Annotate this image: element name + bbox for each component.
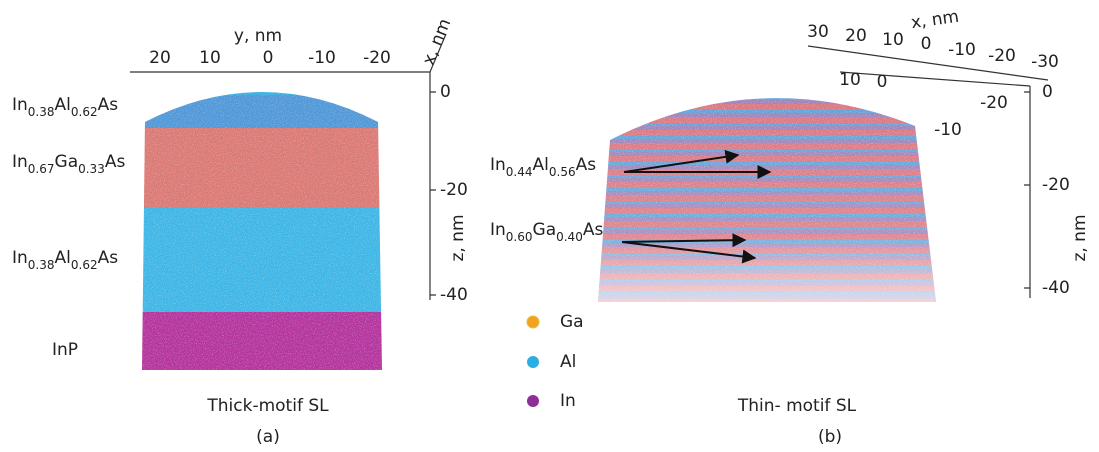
legend-marker xyxy=(527,316,539,328)
sample-a xyxy=(130,60,390,372)
layer-label: InP xyxy=(52,340,78,360)
layer-label: In0.67Ga0.33As xyxy=(12,152,125,176)
layer-label: In0.38Al0.62As xyxy=(12,95,118,119)
formula-part: 0.62 xyxy=(71,105,98,119)
z-ticks-a xyxy=(430,92,436,295)
formula-part: 0.62 xyxy=(71,258,98,272)
formula-part: In xyxy=(12,248,28,268)
axis-label: y, nm xyxy=(234,26,282,46)
panel-label: (a) xyxy=(256,427,280,447)
tick-label: -10 xyxy=(934,120,962,140)
caption: Thin- motif SL xyxy=(737,396,857,416)
tick-label: 0 xyxy=(263,48,274,68)
tick-label: -20 xyxy=(440,180,468,200)
legend-marker xyxy=(527,356,539,368)
formula-part: Al xyxy=(533,155,549,175)
formula-part: 0.44 xyxy=(506,165,533,179)
axis-label: z, nm xyxy=(1070,214,1090,261)
axis-label: z, nm xyxy=(448,214,468,261)
sample-b xyxy=(590,60,950,310)
formula-part: 0.40 xyxy=(556,230,583,244)
legend-label: Al xyxy=(560,352,576,372)
tick-label: -10 xyxy=(948,40,976,60)
formula-part: 0.38 xyxy=(28,258,55,272)
layer-label: In0.60Ga0.40As xyxy=(490,220,603,244)
formula-part: 0.60 xyxy=(506,230,533,244)
axis-label: x, nm xyxy=(419,16,456,68)
tick-label: 0 xyxy=(440,82,451,102)
axis-label: x, nm xyxy=(910,7,961,34)
tick-label: -20 xyxy=(1042,175,1070,195)
tick-label: 0 xyxy=(1042,82,1053,102)
panel-label: (b) xyxy=(818,427,842,447)
formula-part: In xyxy=(490,220,506,240)
formula-part: In xyxy=(490,155,506,175)
layer-label: In0.38Al0.62As xyxy=(12,248,118,272)
figure: y, nm x, nm z, nm Thick-motif SL (a) x, … xyxy=(0,0,1099,452)
legend-marker xyxy=(527,395,539,407)
formula-part: In xyxy=(12,152,28,172)
formula-part: As xyxy=(98,95,119,115)
formula-part: In xyxy=(12,95,28,115)
formula-part: As xyxy=(576,155,597,175)
formula-part: As xyxy=(583,220,604,240)
formula-part: 0.67 xyxy=(28,162,55,176)
tick-label: -40 xyxy=(1042,278,1070,298)
legend-label: Ga xyxy=(560,312,584,332)
tick-label: -40 xyxy=(440,285,468,305)
tick-label: 30 xyxy=(807,22,829,42)
formula-part: Al xyxy=(55,95,71,115)
tick-label: 10 xyxy=(839,70,861,90)
tick-label: 10 xyxy=(882,30,904,50)
formula-part: Ga xyxy=(55,152,79,172)
formula-part: As xyxy=(98,248,119,268)
layer-label: In0.44Al0.56As xyxy=(490,155,596,179)
tick-label: -20 xyxy=(363,48,391,68)
tick-label: 10 xyxy=(199,48,221,68)
tick-label: -30 xyxy=(1031,52,1059,72)
tick-label: 0 xyxy=(877,72,888,92)
legend-label: In xyxy=(560,391,576,411)
formula-part: InP xyxy=(52,340,78,360)
tick-label: -10 xyxy=(308,48,336,68)
tick-label: -20 xyxy=(980,93,1008,113)
tick-label: 0 xyxy=(921,34,932,54)
tick-label: -20 xyxy=(988,46,1016,66)
formula-part: As xyxy=(105,152,126,172)
tick-label: 20 xyxy=(845,26,867,46)
formula-part: 0.56 xyxy=(549,165,576,179)
formula-part: Ga xyxy=(533,220,557,240)
formula-part: Al xyxy=(55,248,71,268)
caption: Thick-motif SL xyxy=(206,396,329,416)
formula-part: 0.38 xyxy=(28,105,55,119)
tick-label: 20 xyxy=(149,48,171,68)
formula-part: 0.33 xyxy=(78,162,105,176)
